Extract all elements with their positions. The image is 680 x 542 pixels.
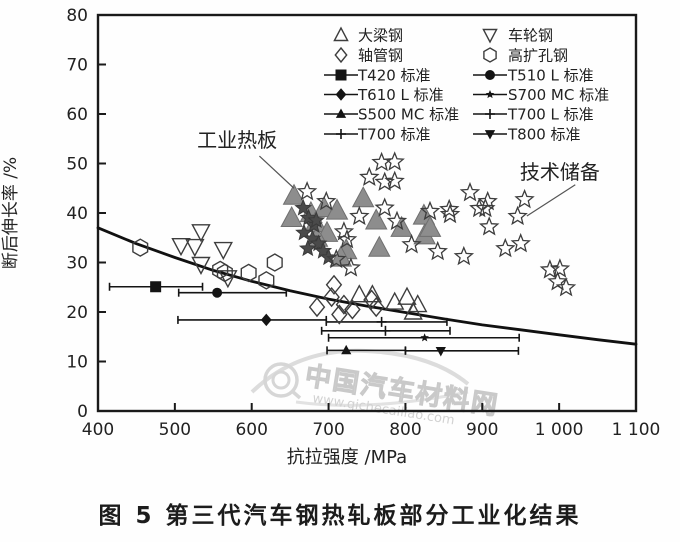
legend-label: S700 MC 标准 <box>508 86 609 104</box>
x-axis-label: 抗拉强度 /MPa <box>287 447 407 468</box>
legend-label: T800 标准 <box>507 126 581 144</box>
legend-label: T420 标准 <box>357 67 431 85</box>
series-industrial_dark_stars <box>294 198 338 266</box>
errorbar-series-t800 <box>404 346 520 357</box>
annotation-label: 工业热板 <box>197 128 277 152</box>
legend-label: 高扩孔钢 <box>508 47 568 65</box>
annotation-1: 技术储备 <box>520 160 600 217</box>
x-tick-label: 700 <box>312 420 344 440</box>
y-tick-label: 20 <box>66 303 88 323</box>
legend-item-0-4: S500 MC 标准 <box>324 106 459 124</box>
errorbar-series-t420 <box>108 281 204 293</box>
legend-item-0-3: T610 L 标准 <box>324 86 444 104</box>
series-girder <box>349 284 428 320</box>
errorbar-series-t510l <box>177 287 288 298</box>
legend-item-1-2: T510 L 标准 <box>473 67 594 85</box>
reference-curve <box>96 226 638 346</box>
y-tick-label: 40 <box>66 204 88 224</box>
errorbar-series-t700 <box>320 325 451 336</box>
legend-item-1-4: T700 L 标准 <box>473 106 594 124</box>
legend-label: T510 L 标准 <box>507 67 594 85</box>
series-open_stars <box>296 151 577 297</box>
legend-item-1-1: 高扩孔钢 <box>483 47 568 65</box>
legend-label: 车轮钢 <box>508 27 553 45</box>
legend-item-0-0: 大梁钢 <box>333 27 403 45</box>
legend-label: T700 标准 <box>357 126 431 144</box>
y-tick-label: 50 <box>66 155 88 175</box>
series-axle_tube <box>308 274 385 325</box>
legend-item-1-5: T800 标准 <box>473 126 581 144</box>
x-tick-label: 1 100 <box>612 420 661 440</box>
legend-label: 轴管钢 <box>358 47 403 65</box>
errorbar-series-t700l <box>325 316 448 327</box>
legend-item-1-0: 车轮钢 <box>482 27 553 45</box>
x-tick-label: 1 000 <box>535 420 584 440</box>
x-tick-label: 800 <box>389 420 421 440</box>
axes: 400 500 600 700 800 900 1 000 1 100010203040506… <box>1 6 660 468</box>
legend-item-0-5: T700 标准 <box>324 126 431 144</box>
y-tick-label: 0 <box>77 402 88 422</box>
legend-label: T700 L 标准 <box>507 106 594 124</box>
legend-item-0-1: 轴管钢 <box>334 47 403 65</box>
legend-label: 大梁钢 <box>358 27 403 45</box>
y-tick-label: 80 <box>66 6 88 26</box>
annotation-label: 技术储备 <box>520 160 600 184</box>
annotation-0: 工业热板 <box>197 128 295 189</box>
series-hole_expansion <box>132 238 283 290</box>
errorbar-series-s500mc <box>326 344 407 355</box>
errorbar-series-t610l <box>177 313 328 327</box>
y-tick-label: 30 <box>66 254 88 274</box>
figure-caption: 图 5 第三代汽车钢热轧板部分工业化结果 <box>98 503 582 529</box>
legend-item-0-2: T420 标准 <box>324 67 431 85</box>
y-tick-label: 10 <box>66 353 88 373</box>
legend-item-1-3: S700 MC 标准 <box>473 86 609 104</box>
y-tick-label: 60 <box>66 105 88 125</box>
y-axis-label: 断后伸长率 /% <box>1 157 21 269</box>
x-tick-label: 600 <box>235 420 267 440</box>
x-tick-label: 900 <box>466 420 498 440</box>
x-tick-label: 500 <box>159 420 191 440</box>
legend-label: T610 L 标准 <box>357 86 444 104</box>
x-tick-label: 400 <box>82 420 114 440</box>
errorbar-series-s700mc <box>327 333 520 342</box>
series-wheel <box>171 224 238 289</box>
legend-label: S500 MC 标准 <box>358 106 459 124</box>
y-tick-label: 70 <box>66 56 88 76</box>
